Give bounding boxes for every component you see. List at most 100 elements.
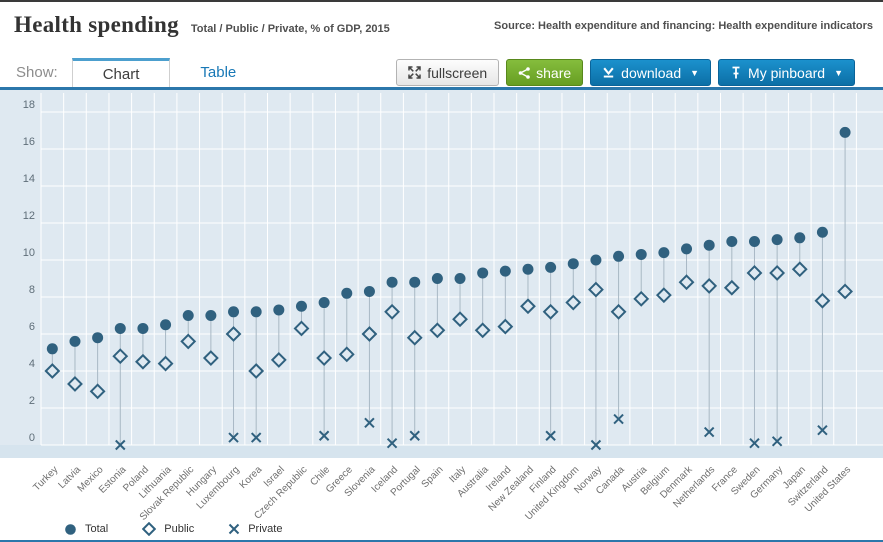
public-marker: [655, 287, 672, 304]
download-label: download: [621, 64, 682, 81]
total-marker: [228, 306, 240, 318]
x-category-label: Spain: [420, 464, 446, 490]
legend-item-total: Total: [64, 523, 108, 536]
y-tick-label: 10: [23, 247, 35, 259]
y-tick-label: 6: [29, 321, 35, 333]
total-marker: [46, 343, 58, 355]
total-marker: [431, 273, 443, 284]
total-marker: [816, 226, 828, 238]
public-marker: [610, 303, 627, 320]
private-marker: [703, 426, 715, 438]
public-marker: [293, 320, 310, 337]
total-marker: [273, 304, 285, 316]
private-marker: [545, 430, 556, 441]
share-button[interactable]: share: [506, 59, 584, 86]
toolbar-buttons: fullscreen share download ▼ My pinboard: [396, 58, 855, 87]
y-tick-label: 4: [29, 358, 35, 370]
total-marker: [726, 236, 738, 247]
chart-legend: Total Public Private: [0, 518, 883, 540]
total-marker: [295, 300, 307, 312]
public-marker: [225, 326, 242, 342]
header: Health spending Total / Public / Private…: [0, 2, 883, 58]
public-marker: [814, 292, 831, 309]
share-label: share: [536, 64, 572, 81]
private-marker: [250, 432, 262, 443]
x-category-label: Turkey: [31, 464, 60, 493]
private-marker: [817, 424, 828, 436]
public-marker: [678, 274, 695, 291]
toolbar: Show: Chart Table fullscreen share d: [0, 58, 883, 90]
pin-icon: [730, 66, 742, 80]
private-marker: [590, 439, 602, 451]
total-marker: [748, 236, 760, 247]
title-wrap: Health spending Total / Public / Private…: [14, 12, 390, 38]
plot-background: [0, 90, 883, 445]
public-marker: [769, 265, 786, 281]
public-marker: [44, 363, 61, 379]
private-marker: [613, 413, 624, 425]
public-marker: [67, 376, 83, 392]
private-marker: [386, 437, 398, 449]
x-category-label: Korea: [238, 464, 265, 491]
tab-chart[interactable]: Chart: [71, 58, 171, 87]
public-marker: [248, 363, 265, 379]
public-marker: [361, 326, 378, 342]
plot-background-strip: [0, 445, 883, 458]
public-marker: [316, 350, 333, 366]
total-marker: [635, 248, 647, 260]
public-marker: [723, 279, 740, 296]
total-marker: [545, 261, 557, 273]
total-marker: [613, 250, 625, 262]
tab-table[interactable]: Table: [200, 64, 237, 81]
private-marker: [749, 437, 760, 449]
private-marker: [318, 430, 330, 441]
page-subtitle: Total / Public / Private, % of GDP, 2015: [190, 23, 390, 35]
y-tick-label: 2: [29, 395, 35, 407]
legend-label: Public: [164, 523, 195, 535]
scatter-chart: 0 2 4 6 8 10 12 14 16 18 Turkey Latvia Mexico Estonia…: [0, 90, 883, 523]
private-marker: [228, 432, 239, 443]
total-marker: [771, 234, 783, 246]
public-marker: [157, 355, 174, 372]
pinboard-caret-icon: ▼: [834, 67, 843, 78]
total-marker: [137, 322, 149, 334]
public-marker: [202, 350, 219, 366]
total-marker: [839, 126, 851, 138]
total-marker: [477, 267, 489, 279]
public-marker: [588, 281, 604, 298]
pinboard-button[interactable]: My pinboard ▼: [718, 59, 855, 86]
page-title: Health spending: [14, 12, 179, 37]
total-marker: [114, 322, 126, 334]
source-text: Source: Health expenditure and financing…: [494, 20, 873, 32]
private-marker: [409, 430, 420, 441]
y-tick-label: 18: [23, 99, 35, 111]
total-marker: [182, 310, 194, 321]
total-marker: [386, 276, 398, 288]
total-marker: [681, 243, 693, 255]
total-marker: [92, 332, 104, 344]
fullscreen-button[interactable]: fullscreen: [396, 59, 500, 86]
public-marker: [542, 303, 559, 320]
x-icon: [228, 523, 240, 535]
download-button[interactable]: download ▼: [590, 59, 712, 86]
public-marker: [520, 298, 536, 315]
total-marker: [160, 319, 172, 331]
total-marker: [363, 285, 375, 297]
chart-canvas: 024681012141618TurkeyLatviaMexicoEstonia…: [0, 90, 883, 523]
public-marker: [474, 322, 491, 339]
public-marker: [746, 265, 763, 281]
y-tick-label: 16: [23, 136, 35, 148]
diamond-icon: [142, 522, 157, 536]
pinboard-label: My pinboard: [748, 64, 826, 81]
public-marker: [633, 290, 650, 307]
public-marker: [406, 329, 423, 346]
circle-icon: [64, 523, 77, 536]
total-marker: [250, 306, 262, 318]
public-marker: [135, 353, 151, 370]
total-marker: [590, 254, 602, 266]
public-marker: [497, 318, 514, 335]
total-marker: [703, 239, 715, 251]
download-caret-icon: ▼: [690, 67, 700, 78]
total-marker: [567, 258, 579, 270]
